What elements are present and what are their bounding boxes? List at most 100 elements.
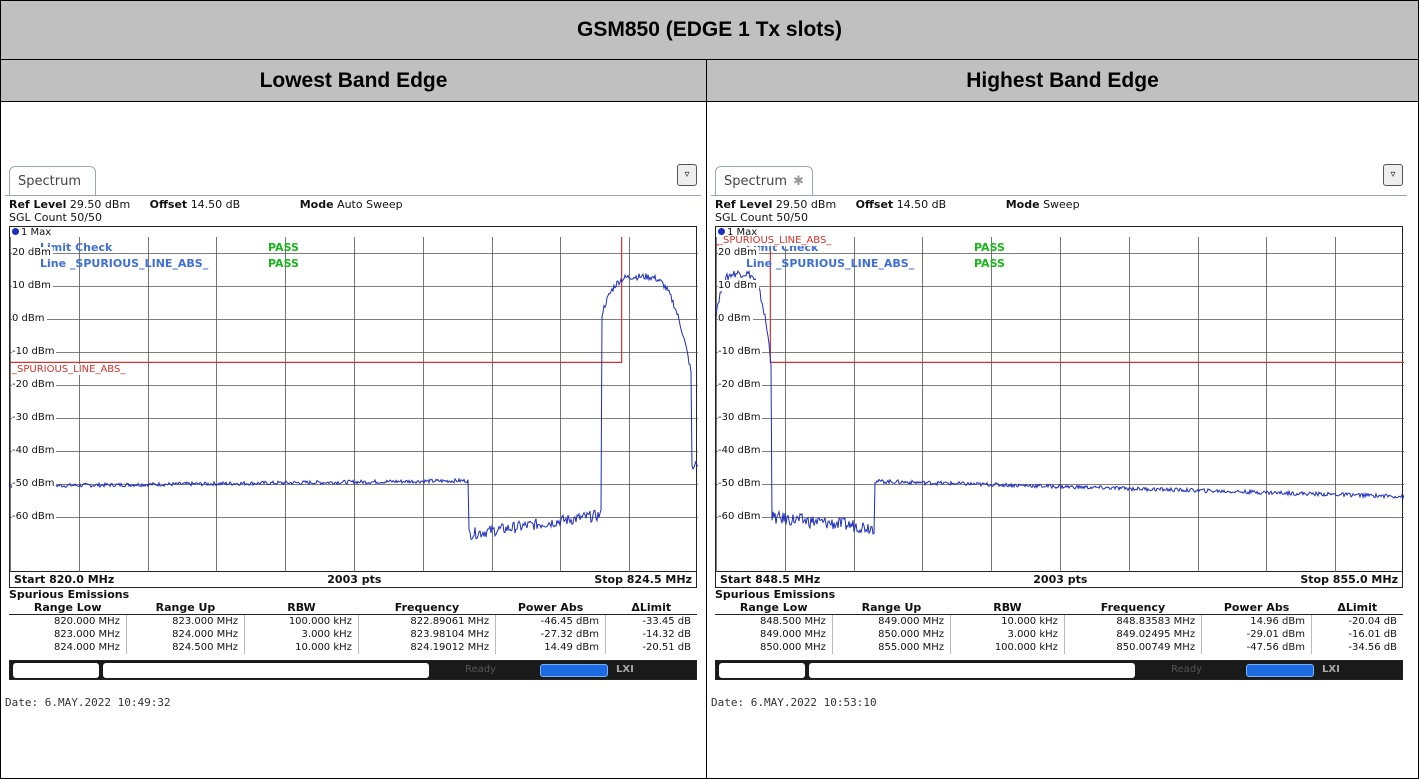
plot-svg (10, 237, 698, 573)
offset-value: 14.50 dB (190, 198, 241, 211)
table-cell: 14.49 dBm (495, 640, 606, 654)
y-tick-label: -40 dBm (718, 444, 763, 456)
trace-name: 1 Max (21, 227, 52, 238)
trace-indicator: 1 Max (718, 227, 757, 238)
table-cell: 14.96 dBm (1201, 614, 1312, 628)
column-header: RBW (950, 601, 1065, 615)
settings-info: Ref Level 29.50 dBm Offset 14.50 dB Mode… (9, 198, 689, 230)
table-cell: 850.000 MHz (831, 627, 951, 641)
limit-check-result: PASS (974, 241, 1005, 254)
lxi-icon: LXI (1322, 664, 1340, 675)
status-field-2[interactable] (809, 663, 1135, 678)
table-cell: 855.000 MHz (831, 640, 951, 654)
table-row: 848.500 MHz 849.000 MHz 10.000 kHz 848.8358… (715, 614, 1403, 628)
table-cell: 822.89061 MHz (357, 614, 496, 628)
mode-label: Mode (299, 198, 334, 211)
y-tick-label: -50 dBm (12, 477, 57, 489)
spurious-title: Spurious Emissions (9, 588, 130, 601)
table-cell: -34.56 dB (1310, 640, 1403, 654)
right-cell: Spectrum ✱ ▿ Ref Level 29.50 dBm Offset 1… (706, 101, 1419, 779)
table-cell: -27.32 dBm (495, 627, 606, 641)
spectrum-plot[interactable]: 1 Max Limit Check Line _SPURIOUS_LINE_AB… (9, 226, 698, 573)
tab-label: Spectrum (18, 174, 81, 189)
table-row: 823.000 MHz 824.000 MHz 3.000 kHz 823.98104… (9, 627, 697, 641)
column-header: Power Abs (1201, 601, 1312, 615)
table-row: 824.000 MHz 824.500 MHz 10.000 kHz 824.1901… (9, 640, 697, 654)
stop-freq: Stop 855.0 MHz (1300, 573, 1398, 586)
limit-line-name: _SPURIOUS_LINE_ABS_ (718, 235, 832, 246)
progress-bar (540, 664, 608, 677)
left-header: Lowest Band Edge (0, 59, 707, 102)
limit-line-label: Line _SPURIOUS_LINE_ABS_ (746, 257, 915, 270)
table-cell: 824.000 MHz (125, 627, 245, 641)
menu-toggle-icon[interactable]: ▿ (677, 164, 697, 186)
column-header: Power Abs (495, 601, 606, 615)
status-field-1[interactable] (719, 663, 805, 678)
table-cell: 848.500 MHz (759, 615, 826, 627)
table-cell: -47.56 dBm (1201, 640, 1312, 654)
trace-name: 1 Max (727, 227, 758, 238)
spectrum-tab[interactable]: Spectrum ✱ (715, 166, 813, 196)
table-cell: 3.000 kHz (244, 627, 359, 641)
plot-svg (716, 237, 1404, 573)
table-cell: 10.000 kHz (244, 640, 359, 654)
table-cell: 850.00749 MHz (1063, 640, 1202, 654)
table-title: GSM850 (EDGE 1 Tx slots) (0, 0, 1419, 60)
table-cell: 100.000 kHz (950, 640, 1065, 654)
table-cell: -20.04 dB (1310, 614, 1403, 628)
table-cell: -14.32 dB (604, 627, 697, 641)
spurious-title: Spurious Emissions (715, 588, 836, 601)
column-header: Frequency (1064, 601, 1202, 615)
tab-divider (5, 195, 701, 196)
table-cell: 823.98104 MHz (357, 627, 496, 641)
y-tick-label: -60 dBm (718, 510, 763, 522)
limit-check-label: Limit Check (40, 241, 113, 254)
sgl-count: SGL Count 50/50 (9, 211, 102, 224)
y-tick-label: 20 dBm (718, 246, 759, 258)
column-header: Range Low (715, 601, 833, 615)
offset-label: Offset (855, 198, 894, 211)
column-header: ΔLimit (1311, 601, 1403, 615)
menu-toggle-icon[interactable]: ▿ (1383, 164, 1403, 186)
limit-line (10, 237, 623, 363)
mode-label: Mode (1005, 198, 1040, 211)
y-tick-label: -20 dBm (718, 378, 763, 390)
spurious-table: Range Low Range Up RBW Frequency Power Abs ΔL… (715, 601, 1403, 654)
offset-value: 14.50 dB (896, 198, 947, 211)
mode-value: Auto Sweep (337, 198, 403, 211)
ref-level-label: Ref Level (715, 198, 773, 211)
table-cell: 849.000 MHz (759, 628, 826, 640)
ref-level-value: 29.50 dBm (69, 198, 131, 211)
table-cell: 823.000 MHz (53, 628, 120, 640)
table-cell: 10.000 kHz (950, 614, 1065, 628)
status-field-1[interactable] (13, 663, 99, 678)
status-ready: Ready (465, 664, 497, 675)
y-tick-label: -20 dBm (12, 378, 57, 390)
stop-freq: Stop 824.5 MHz (594, 573, 692, 586)
table-cell: 848.83583 MHz (1063, 614, 1202, 628)
spectrum-tab[interactable]: Spectrum (9, 166, 96, 196)
mode-value: Sweep (1043, 198, 1080, 211)
status-field-2[interactable] (103, 663, 429, 678)
limit-line-result: PASS (974, 257, 1005, 270)
table-cell: -16.01 dB (1310, 627, 1403, 641)
table-cell: 850.000 MHz (759, 641, 826, 653)
spectrum-plot[interactable]: 1 Max Limit Check Line _SPURIOUS_LINE_AB… (715, 226, 1404, 573)
left-cell: Spectrum ▿ Ref Level 29.50 dBm Offset 14… (0, 101, 707, 779)
spurious-table: Range Low Range Up RBW Frequency Power Abs ΔL… (9, 601, 697, 654)
tab-divider (711, 195, 1407, 196)
table-cell: 824.000 MHz (53, 641, 120, 653)
spectrum-trace (716, 269, 1404, 535)
points: 2003 pts (1033, 573, 1088, 586)
column-header: RBW (244, 601, 359, 615)
settings-info: Ref Level 29.50 dBm Offset 14.50 dB Mode… (715, 198, 1395, 230)
table-row: 820.000 MHz 823.000 MHz 100.000 kHz 822.890… (9, 614, 697, 628)
x-axis-bar: Start 848.5 MHz 2003 pts Stop 855.0 MHz (715, 572, 1403, 588)
limit-line-name: _SPURIOUS_LINE_ABS_ (12, 364, 126, 376)
table-cell: 849.000 MHz (831, 614, 951, 628)
timestamp: Date: 6.MAY.2022 10:53:10 (711, 696, 877, 709)
table-cell: 824.500 MHz (125, 640, 245, 654)
timestamp: Date: 6.MAY.2022 10:49:32 (5, 696, 171, 709)
column-header: Range Low (9, 601, 127, 615)
